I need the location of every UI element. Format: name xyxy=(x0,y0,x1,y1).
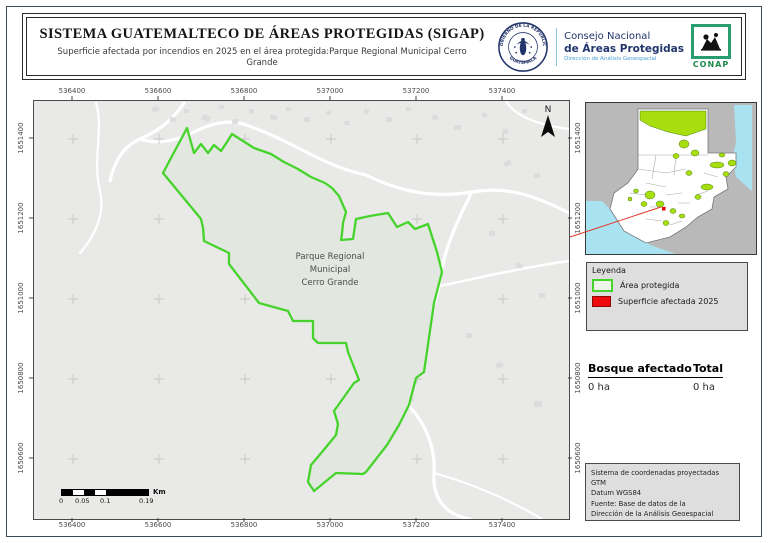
park-boundary-polygon xyxy=(161,126,444,493)
x-axis-label-top: 537400 xyxy=(488,87,516,95)
x-axis-label-bottom: 536800 xyxy=(230,521,258,529)
park-location-dot xyxy=(662,207,666,211)
credits-line3: Datum WGS84 xyxy=(591,489,642,498)
col-header-bosque-afectado: Bosque afectado xyxy=(588,362,692,375)
y-axis-label-right: 1651200 xyxy=(574,202,582,234)
y-axis-label-right: 1651400 xyxy=(574,122,582,154)
header-inner-border: SISTEMA GUATEMALTECO DE ÁREAS PROTEGIDAS… xyxy=(26,17,742,76)
quetzal-emblem-icon xyxy=(514,37,533,55)
credits-line1: Sistema de coordenadas proyectadas xyxy=(591,469,719,477)
protected-area-swatch-icon xyxy=(592,279,613,292)
affected-area-swatch-icon xyxy=(592,296,611,307)
park-name-label: Parque Regional Municipal Cerro Grande xyxy=(296,251,365,291)
north-arrow: N xyxy=(536,106,560,143)
guatemala-overview-map xyxy=(585,102,757,255)
header: SISTEMA GUATEMALTECO DE ÁREAS PROTEGIDAS… xyxy=(22,13,746,80)
page-subtitle: Superficie afectada por incendios en 202… xyxy=(57,46,467,68)
scale-tick-1: 0.05 xyxy=(75,497,90,505)
scale-tick-0: 0 xyxy=(59,497,64,505)
logos-group: GOBIERNO DE LA REPÚBLICA GUATEMALA xyxy=(497,21,741,73)
x-axis-label-bottom: 536400 xyxy=(58,521,86,529)
x-axis-label-top: 537000 xyxy=(316,87,344,95)
y-axis-label-left: 1650800 xyxy=(17,362,25,394)
park-label-line1: Parque Regional xyxy=(295,252,365,262)
conap-jaguar-icon xyxy=(691,24,731,59)
legend-item-protected-area: Área protegida xyxy=(592,279,742,292)
org-line3: Dirección de Análisis Geoespacial xyxy=(564,55,657,62)
y-axis-label-right: 1651000 xyxy=(574,282,582,314)
basemap-canvas xyxy=(34,101,569,519)
affected-forest-table: Bosque afectado Total 0 ha 0 ha xyxy=(588,362,723,393)
credits-line5: Dirección de la Análisis Geoespacial xyxy=(591,509,714,518)
scale-unit: Km xyxy=(153,488,166,496)
park-label-line2: Municipal xyxy=(309,265,351,276)
legend-item-label: Superficie afectada 2025 xyxy=(618,297,719,306)
conap-label: CONAP xyxy=(692,60,730,69)
scale-bar-segments xyxy=(61,489,149,496)
x-axis-label-top: 536400 xyxy=(58,87,86,95)
scale-bar: Km 0 0.05 0.1 0.19 xyxy=(59,488,181,509)
y-axis-label-left: 1651000 xyxy=(17,282,25,314)
main-map: Parque Regional Municipal Cerro Grande N… xyxy=(33,100,570,520)
title-block: SISTEMA GUATEMALTECO DE ÁREAS PROTEGIDAS… xyxy=(27,24,497,70)
x-axis-label-top: 536800 xyxy=(230,87,258,95)
x-axis-label-bottom: 537000 xyxy=(316,521,344,529)
legend-title: Leyenda xyxy=(592,266,626,275)
conap-logo: CONAP xyxy=(691,24,731,69)
col-header-total: Total xyxy=(692,362,723,375)
affected-forest-header-row: Bosque afectado Total xyxy=(588,362,723,378)
logo-divider xyxy=(556,27,558,66)
page-title: SISTEMA GUATEMALTECO DE ÁREAS PROTEGIDAS… xyxy=(39,25,485,42)
legend-box: Leyenda Área protegida Superficie afecta… xyxy=(586,262,748,331)
y-axis-label-left: 1651400 xyxy=(17,122,25,154)
gobierno-guatemala-seal-icon: GOBIERNO DE LA REPÚBLICA GUATEMALA xyxy=(497,21,548,72)
scale-tick-2: 0.1 xyxy=(100,497,111,505)
credits-line4: Fuente: Base de datos de la xyxy=(591,499,686,508)
y-axis-label-right: 1650600 xyxy=(574,442,582,474)
park-label-line3: Cerro Grande xyxy=(301,278,359,289)
legend-item-affected-area: Superficie afectada 2025 xyxy=(592,296,742,307)
north-label: N xyxy=(544,105,552,115)
bosque-afectado-value: 0 ha xyxy=(588,382,611,393)
scale-tick-3: 0.19 xyxy=(139,497,154,505)
protected-areas-layer xyxy=(627,110,737,226)
y-axis-label-left: 1651200 xyxy=(17,202,25,234)
org-line2: de Áreas Protegidas xyxy=(564,42,684,55)
x-axis-label-bottom: 537200 xyxy=(402,521,430,529)
x-axis-label-top: 537200 xyxy=(402,87,430,95)
credits-line2: GTM xyxy=(591,479,607,488)
affected-forest-value-row: 0 ha 0 ha xyxy=(588,382,723,393)
x-axis-label-top: 536600 xyxy=(144,87,172,95)
y-axis-label-left: 1650600 xyxy=(17,442,25,474)
org-line1: Consejo Nacional xyxy=(564,31,651,43)
x-axis-label-bottom: 536600 xyxy=(144,521,172,529)
north-arrow-icon xyxy=(541,115,555,137)
legend-item-label: Área protegida xyxy=(620,281,680,290)
credits-box: Sistema de coordenadas proyectadas GTM D… xyxy=(585,463,740,521)
y-axis-label-right: 1650800 xyxy=(574,362,582,394)
conap-org-text: Consejo Nacional de Áreas Protegidas Dir… xyxy=(564,31,684,62)
total-value: 0 ha xyxy=(692,382,715,393)
x-axis-label-bottom: 537400 xyxy=(488,521,516,529)
